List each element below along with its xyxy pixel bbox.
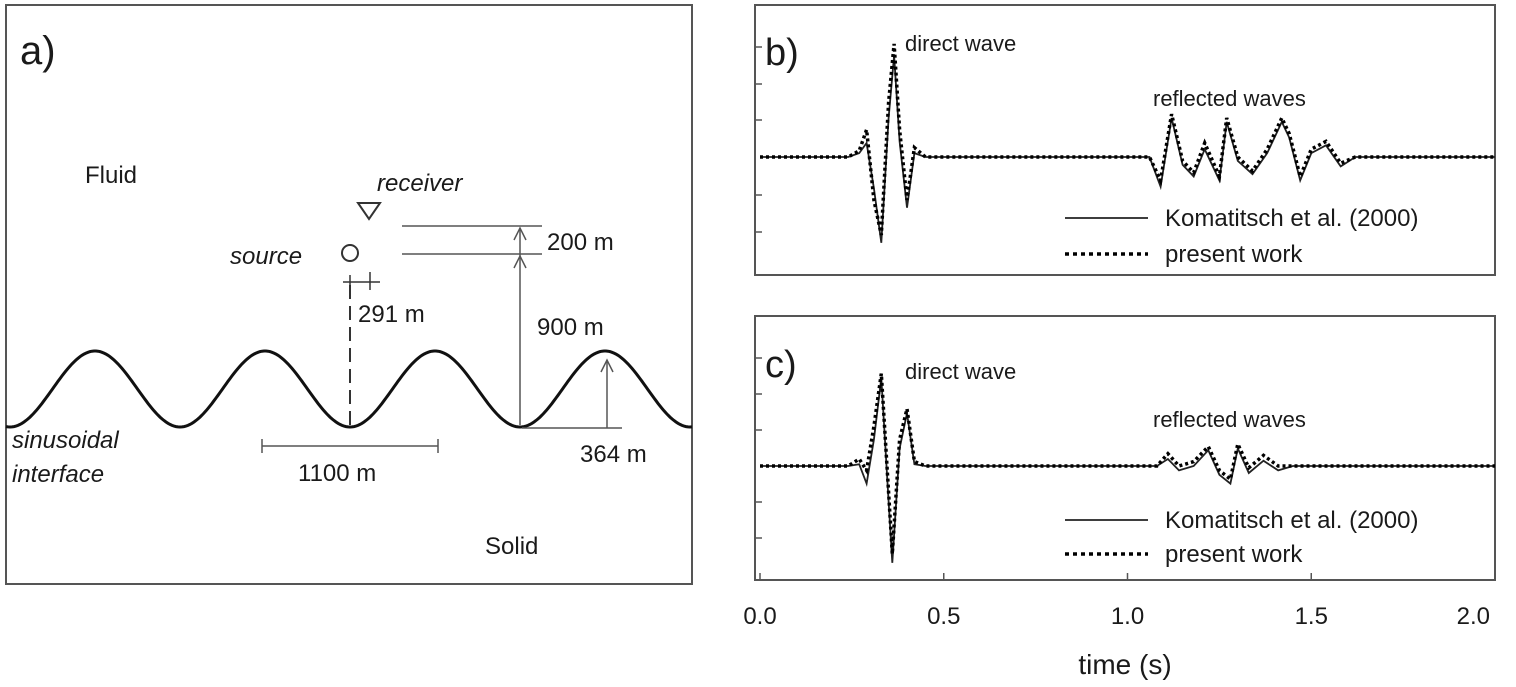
panel-b: b) direct wave reflected waves Komatitsc…	[754, 4, 1496, 276]
source-label: source	[230, 243, 302, 270]
dim-200-label: 200 m	[547, 229, 614, 256]
panel-b-series-present-work	[760, 43, 1495, 236]
dim-900-label: 900 m	[537, 314, 604, 341]
x-axis-tick-label: 0.5	[927, 603, 960, 630]
interface-label-line1: sinusoidal	[12, 427, 119, 454]
x-axis-tick-label: 2.0	[1457, 603, 1490, 630]
panel-c-frame	[754, 315, 1496, 581]
dim-364-arrowhead-icon	[600, 358, 614, 373]
x-axis-tick-label: 1.5	[1295, 603, 1328, 630]
panel-b-frame	[754, 4, 1496, 276]
x-axis-label: time (s)	[1078, 649, 1171, 680]
panel-b-legend-solid-label: Komatitsch et al. (2000)	[1165, 205, 1418, 232]
sinusoidal-interface-curve	[5, 349, 693, 429]
x-axis: 0.0 0.5 1.0 1.5 2.0	[743, 573, 1496, 630]
dim-1100-label: 1100 m	[298, 460, 376, 487]
panel-c-yticks	[755, 357, 762, 539]
dim-200-arrowhead-icon	[513, 226, 527, 241]
panel-c-series-komatitsch	[760, 377, 1495, 563]
solid-label: Solid	[485, 533, 538, 560]
fluid-label: Fluid	[85, 162, 137, 189]
panel-b-reflected-waves-label: reflected waves	[1153, 86, 1306, 111]
panel-c-reflected-waves-label: reflected waves	[1153, 407, 1306, 432]
dim-900-arrowhead-icon	[513, 254, 527, 269]
panel-b-legend: Komatitsch et al. (2000) present work	[1065, 205, 1418, 268]
dim-291-label: 291 m	[358, 301, 425, 328]
interface-label-line2: interface	[12, 461, 104, 488]
panel-b-label: b)	[765, 32, 799, 74]
panel-c-legend-dotted-label: present work	[1165, 541, 1303, 568]
panel-c-direct-wave-label: direct wave	[905, 359, 1016, 384]
panel-a: a) Fluid Solid receiver source sinusoida…	[5, 4, 693, 585]
dim-364-label: 364 m	[580, 441, 647, 468]
receiver-triangle-icon	[356, 202, 382, 221]
receiver-label: receiver	[377, 170, 463, 197]
x-axis-tick-label: 0.0	[743, 603, 776, 630]
panel-b-direct-wave-label: direct wave	[905, 31, 1016, 56]
panel-a-frame	[5, 4, 693, 585]
panel-b-yticks	[755, 46, 762, 233]
panel-c-legend: Komatitsch et al. (2000) present work	[1065, 507, 1418, 568]
panel-c-label: c)	[765, 344, 797, 386]
panel-a-label: a)	[20, 29, 56, 73]
panel-c-legend-solid-label: Komatitsch et al. (2000)	[1165, 507, 1418, 534]
panel-b-legend-dotted-label: present work	[1165, 241, 1303, 268]
x-axis-tick-label: 1.0	[1111, 603, 1144, 630]
source-circle-icon	[341, 244, 359, 262]
panel-c: c) direct wave reflected waves Komatitsc…	[754, 315, 1496, 581]
